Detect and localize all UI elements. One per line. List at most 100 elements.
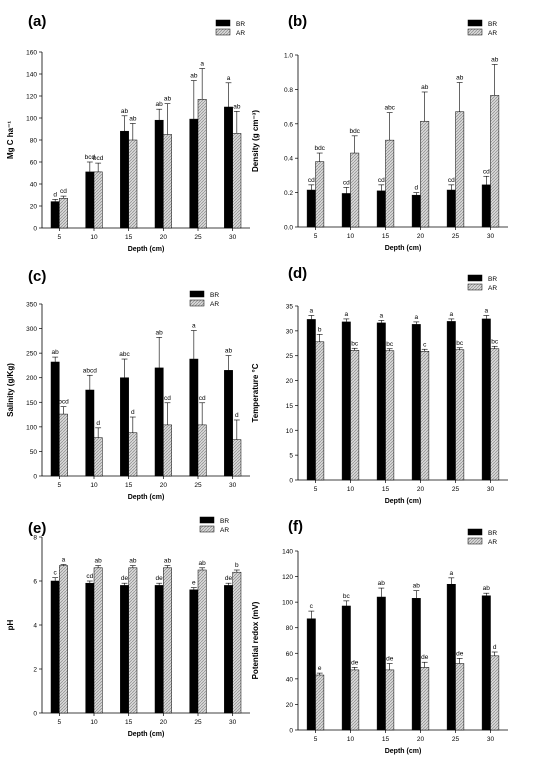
legend-swatch xyxy=(199,516,215,524)
y-axis-title: Potential redox (mV) xyxy=(251,601,260,679)
significance-letter: bc xyxy=(456,340,464,347)
significance-letter: bcd xyxy=(85,154,96,161)
legend-swatch xyxy=(467,537,483,545)
significance-letter: ab xyxy=(378,580,386,587)
bar-br xyxy=(154,119,164,229)
bar-ar xyxy=(420,350,430,481)
x-tick-label: 15 xyxy=(125,482,133,489)
bar-ar xyxy=(385,350,395,481)
y-tick-label: 0.2 xyxy=(284,190,293,197)
chart-panel-3: (d) 0 5 10 15 20 25 30 35 Temperature °C Depth (cm… xyxy=(251,265,508,505)
significance-letter: ab xyxy=(225,348,233,355)
significance-letter: bcd xyxy=(58,399,69,406)
significance-letter: a xyxy=(227,75,231,82)
bar-ar xyxy=(420,667,430,731)
x-tick-label: 5 xyxy=(314,233,318,240)
significance-letter: cd xyxy=(308,177,315,184)
legend-swatch xyxy=(467,274,483,282)
significance-letter: c xyxy=(310,603,314,610)
x-tick-label: 30 xyxy=(229,719,237,726)
significance-letter: bc xyxy=(351,340,359,347)
significance-letter: a xyxy=(414,314,418,321)
bar-ar xyxy=(315,341,325,481)
bar-ar xyxy=(93,437,103,477)
significance-letter: a xyxy=(484,307,488,314)
bar-ar xyxy=(232,571,242,714)
bar-br xyxy=(481,595,491,731)
y-axis-title: Mg C ha⁻¹ xyxy=(6,121,15,159)
bar-ar xyxy=(420,120,430,228)
bar-ar xyxy=(490,655,500,731)
y-tick-label: 0 xyxy=(33,711,37,718)
significance-letter: abc xyxy=(384,105,395,112)
bar-br xyxy=(306,319,316,481)
y-tick-label: 6 xyxy=(33,579,37,586)
y-tick-label: 0 xyxy=(289,728,293,735)
y-axis-title: Temperature °C xyxy=(251,363,260,422)
x-tick-label: 15 xyxy=(125,719,133,726)
bar-ar xyxy=(315,674,325,731)
y-tick-label: 8 xyxy=(33,535,37,542)
y-tick-label: 10 xyxy=(286,428,294,435)
bar-br xyxy=(189,589,199,714)
bar-ar xyxy=(455,663,465,731)
panel-label: (e) xyxy=(28,520,46,537)
significance-letter: d xyxy=(53,191,57,198)
bar-br xyxy=(120,377,129,477)
x-tick-label: 10 xyxy=(90,234,98,241)
legend-swatch xyxy=(215,19,231,27)
x-tick-label: 20 xyxy=(160,234,168,241)
legend-label: BR xyxy=(488,276,497,283)
significance-letter: de xyxy=(156,575,164,582)
significance-letter: de xyxy=(456,650,464,657)
bar-ar xyxy=(128,567,138,714)
significance-letter: cd xyxy=(86,573,93,580)
y-tick-label: 4 xyxy=(33,623,37,630)
significance-letter: c xyxy=(423,341,427,348)
x-axis-title: Depth (cm) xyxy=(128,731,165,738)
x-tick-label: 25 xyxy=(452,233,460,240)
significance-letter: de xyxy=(351,659,359,666)
x-tick-label: 25 xyxy=(452,486,460,493)
significance-letter: de xyxy=(421,654,429,661)
significance-letter: a xyxy=(449,570,453,577)
panel-label: (c) xyxy=(28,268,46,285)
significance-letter: ab xyxy=(233,103,241,110)
bar-br xyxy=(376,596,386,731)
x-tick-label: 10 xyxy=(90,719,98,726)
bar-br xyxy=(120,130,129,229)
legend-swatch xyxy=(199,525,215,533)
bar-br xyxy=(224,585,233,714)
legend-swatch xyxy=(189,299,205,307)
legend-swatch xyxy=(467,283,483,291)
significance-letter: ab xyxy=(121,108,129,115)
y-tick-label: 80 xyxy=(30,138,38,145)
y-tick-label: 0.6 xyxy=(284,121,293,128)
x-tick-label: 30 xyxy=(229,482,237,489)
legend-label: BR xyxy=(210,292,219,299)
significance-letter: bc xyxy=(491,338,499,345)
x-axis-title: Depth (cm) xyxy=(128,246,165,253)
bar-ar xyxy=(128,139,138,229)
x-axis-title: Depth (cm) xyxy=(385,498,422,505)
x-tick-label: 15 xyxy=(125,234,133,241)
panel-label: (a) xyxy=(28,13,46,30)
bar-br xyxy=(154,367,164,477)
significance-letter: de xyxy=(225,575,233,582)
y-tick-label: 20 xyxy=(286,702,294,709)
legend-label: BR xyxy=(220,518,229,525)
legend-swatch xyxy=(467,19,483,27)
bar-ar xyxy=(163,567,172,714)
bar-br xyxy=(341,605,351,731)
bar-br xyxy=(224,370,233,477)
significance-letter: b xyxy=(235,562,239,569)
y-tick-label: 60 xyxy=(30,160,38,167)
x-tick-label: 10 xyxy=(347,736,355,743)
bar-br xyxy=(189,358,199,477)
y-tick-label: 0.4 xyxy=(284,156,293,163)
y-axis-title: Density (g cm⁻³) xyxy=(251,110,260,172)
y-tick-label: 80 xyxy=(286,625,294,632)
significance-letter: de xyxy=(386,656,394,663)
y-tick-label: 20 xyxy=(30,204,38,211)
